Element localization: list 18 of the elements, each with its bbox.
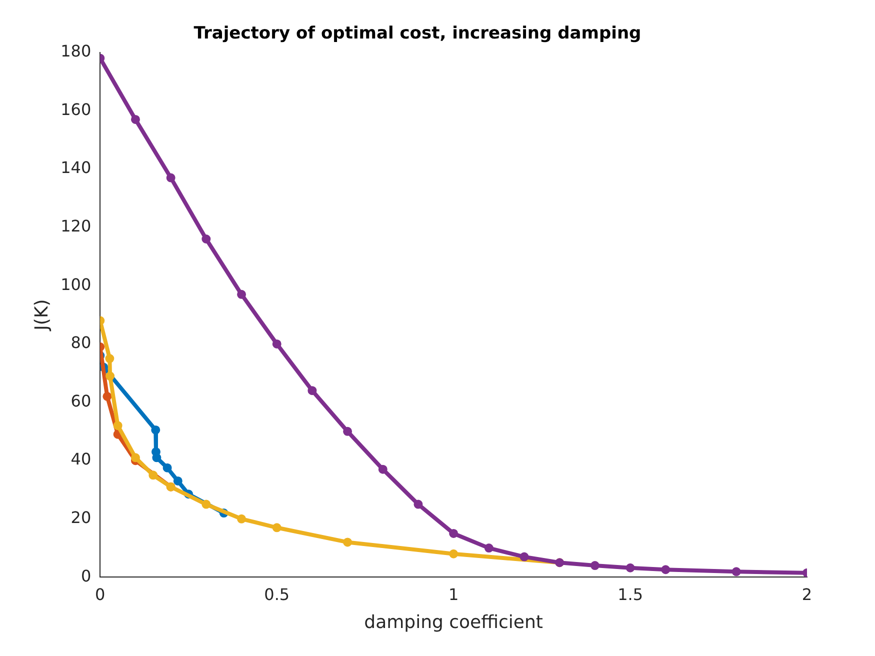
y-tick-label: 0: [80, 566, 92, 586]
y-tick-label: 60: [70, 391, 92, 410]
x-tick-label: 0.5: [264, 584, 290, 604]
x-tick-label: 1.5: [618, 584, 644, 604]
x-tick-label: 1: [448, 584, 459, 604]
y-tick-label: 20: [70, 508, 92, 528]
chart-title: Trajectory of optimal cost, increasing damping: [194, 24, 642, 44]
x-axis-title: damping coefficient: [364, 612, 543, 633]
y-tick-label: 140: [60, 158, 92, 178]
y-tick-label: 40: [70, 450, 92, 469]
y-tick-label: 180: [60, 42, 92, 61]
x-tick-label: 0: [95, 584, 106, 604]
y-axis-title: J(K): [31, 299, 52, 332]
y-tick-label: 160: [60, 100, 92, 119]
y-tick-label: 120: [60, 216, 92, 236]
y-tick-label: 80: [70, 333, 92, 352]
x-tick-label: 2: [802, 584, 812, 604]
y-tick-label: 100: [60, 274, 92, 294]
